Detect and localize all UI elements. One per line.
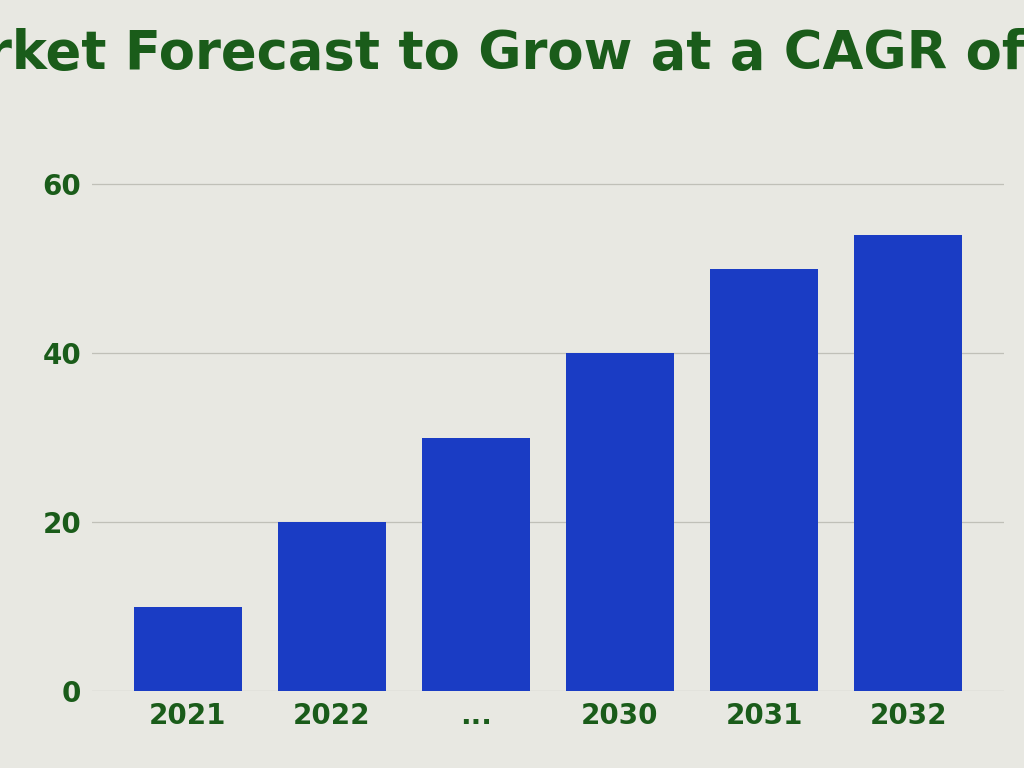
Bar bbox=[278, 522, 386, 691]
Bar bbox=[422, 438, 529, 691]
Bar bbox=[133, 607, 242, 691]
Bar bbox=[566, 353, 674, 691]
Bar bbox=[854, 235, 963, 691]
Title: Market Forecast to Grow at a CAGR of X.X%: Market Forecast to Grow at a CAGR of X.X… bbox=[0, 28, 1024, 81]
Bar bbox=[710, 269, 818, 691]
